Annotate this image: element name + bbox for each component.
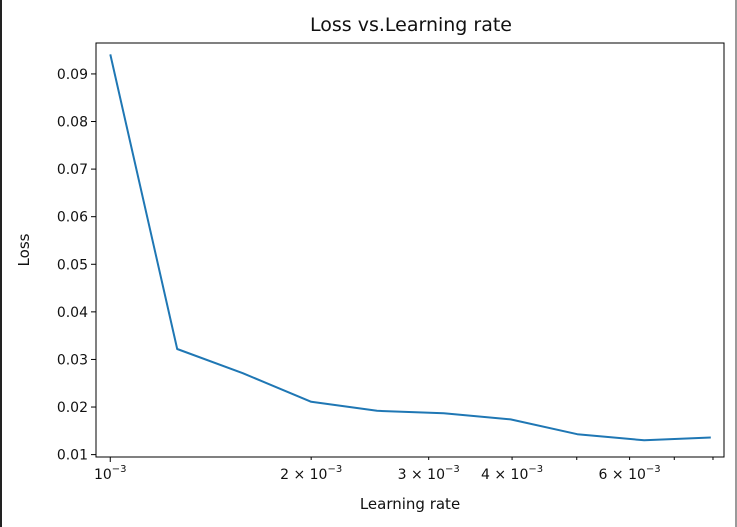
loss-series-line bbox=[109, 54, 711, 442]
plot-area bbox=[109, 54, 711, 442]
y-tick-label: 0.03 bbox=[57, 352, 88, 368]
y-tick-label: 0.02 bbox=[57, 400, 88, 416]
y-tick-label: 0.07 bbox=[57, 162, 88, 178]
axes-frame bbox=[95, 42, 725, 458]
y-axis: 0.01 0.02 0.03 0.04 0.05 0.06 0.07 0.08 0.09 bbox=[57, 67, 96, 464]
window-left-border bbox=[0, 0, 2, 527]
y-axis-label: Loss bbox=[15, 233, 33, 266]
x-tick-label: 2 × 10−3 bbox=[280, 464, 342, 483]
x-tick-label: 4 × 10−3 bbox=[481, 464, 543, 483]
y-tick-label: 0.01 bbox=[57, 448, 88, 464]
y-tick-label: 0.09 bbox=[57, 67, 88, 83]
y-tick-label: 0.08 bbox=[57, 115, 88, 131]
x-tick-label: 10−3 bbox=[94, 464, 127, 483]
x-axis-label: Learning rate bbox=[360, 495, 460, 513]
y-tick-label: 0.05 bbox=[57, 257, 88, 273]
y-tick-label: 0.04 bbox=[57, 305, 88, 321]
window-right-border bbox=[735, 0, 737, 527]
x-axis: 10−3 2 × 10−3 3 × 10−3 4 × 10−3 6 × 10−3 bbox=[94, 457, 714, 483]
x-tick-label: 6 × 10−3 bbox=[599, 464, 661, 483]
x-tick-label: 3 × 10−3 bbox=[398, 464, 460, 483]
y-tick-label: 0.06 bbox=[57, 210, 88, 226]
chart-title: Loss vs.Learning rate bbox=[310, 14, 512, 36]
